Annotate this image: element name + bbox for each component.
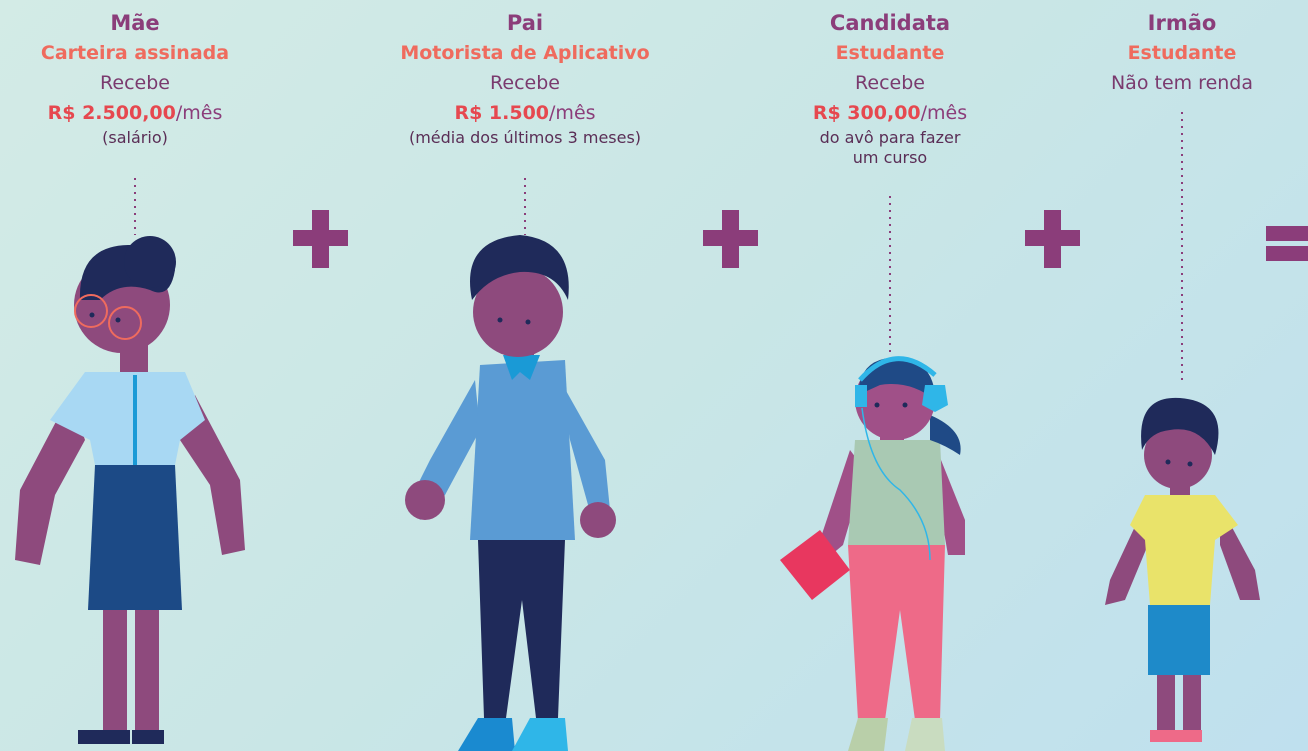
note: um curso [852, 148, 928, 167]
operators [293, 210, 1308, 268]
role: Pai [506, 11, 544, 35]
receives: Recebe [100, 72, 170, 94]
candidate [780, 356, 965, 751]
receives: Recebe [855, 72, 925, 94]
period: /mês [549, 102, 596, 124]
occupation: Motorista de Aplicativo [400, 42, 650, 64]
amount: R$ 300,00 [812, 102, 921, 124]
plus [312, 210, 329, 268]
occupation: Estudante [1127, 42, 1237, 64]
equals [1266, 226, 1308, 241]
occupation: Carteira assinada [40, 42, 230, 64]
amount-line: R$ 2.500,00/mês [0, 98, 295, 128]
plus [1044, 210, 1061, 268]
note: do avô para fazer [819, 128, 961, 147]
note: (média dos últimos 3 meses) [408, 128, 642, 147]
person-label: Candidata Estudante Recebe R$ 300,00/mês do … [730, 8, 1050, 168]
note: (salário) [102, 128, 168, 147]
father [405, 235, 616, 751]
receives: Recebe [490, 72, 560, 94]
occupation: Estudante [835, 42, 945, 64]
period: /mês [175, 102, 223, 124]
income: Não tem renda [1110, 72, 1254, 94]
connectors [134, 112, 1183, 385]
role: Mãe [110, 11, 160, 35]
mother [15, 236, 245, 744]
person-label: Mãe Carteira assinada Recebe R$ 2.500,00/mê… [0, 8, 295, 148]
equals [1266, 246, 1308, 261]
brother [1105, 397, 1260, 742]
amount-line: R$ 1.500/mês [365, 98, 685, 128]
person-label: Irmão Estudante Não tem renda [1022, 8, 1308, 98]
role: Candidata [829, 11, 951, 35]
amount: R$ 2.500,00 [47, 102, 176, 124]
person-label: Pai Motorista de Aplicativo Recebe R$ 1.500… [365, 8, 685, 148]
plus [722, 210, 739, 268]
amount-line: R$ 300,00/mês [730, 98, 1050, 128]
amount: R$ 1.500 [454, 102, 550, 124]
period: /mês [920, 102, 968, 124]
role: Irmão [1147, 11, 1217, 35]
